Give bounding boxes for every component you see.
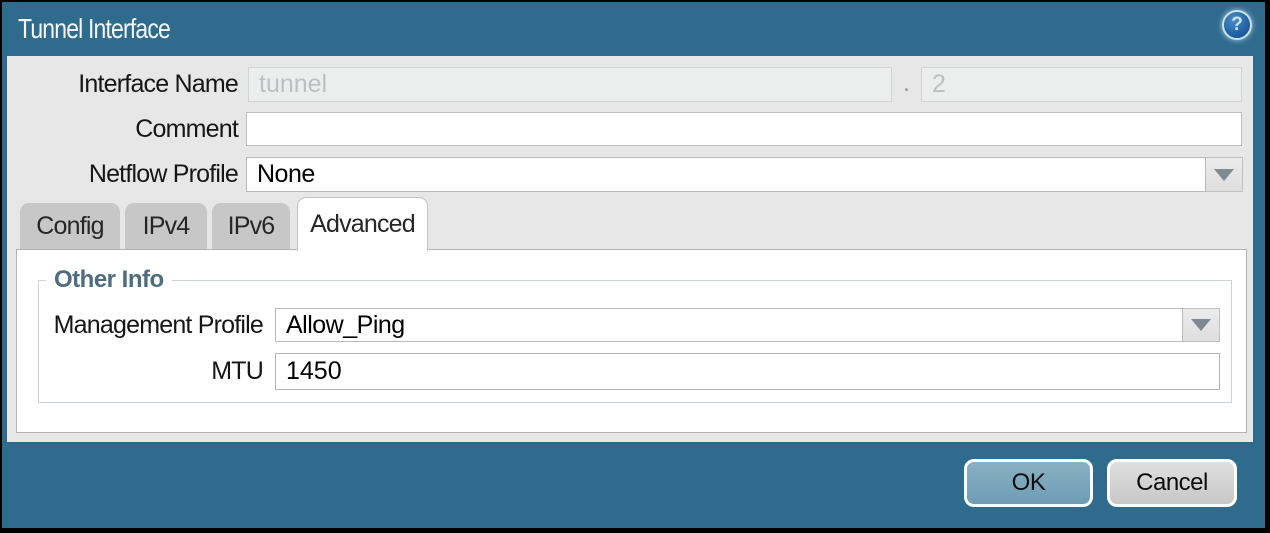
management-profile-select[interactable]: Allow_Ping bbox=[275, 308, 1220, 342]
ok-button[interactable]: OK bbox=[964, 459, 1093, 507]
netflow-profile-select[interactable]: None bbox=[246, 157, 1243, 192]
tab-config[interactable]: Config bbox=[20, 203, 120, 249]
management-profile-dropdown-button[interactable] bbox=[1183, 308, 1220, 342]
cancel-button[interactable]: Cancel bbox=[1107, 459, 1237, 507]
help-icon[interactable]: ? bbox=[1222, 10, 1252, 40]
tab-ipv4[interactable]: IPv4 bbox=[125, 203, 207, 249]
interface-name-input bbox=[248, 67, 892, 102]
comment-label: Comment bbox=[135, 115, 239, 143]
tab-ipv6[interactable]: IPv6 bbox=[212, 203, 290, 249]
netflow-profile-label: Netflow Profile bbox=[88, 160, 239, 188]
tab-advanced[interactable]: Advanced bbox=[297, 197, 428, 251]
interface-unit-input bbox=[921, 67, 1242, 102]
other-info-fieldset bbox=[38, 280, 1232, 403]
interface-name-separator: . bbox=[903, 69, 910, 97]
dialog-title: Tunnel Interface bbox=[18, 13, 171, 44]
interface-name-label: Interface Name bbox=[78, 70, 239, 98]
mtu-label: MTU bbox=[211, 357, 264, 385]
netflow-profile-value[interactable]: None bbox=[246, 157, 1206, 192]
chevron-down-icon bbox=[1191, 319, 1211, 331]
comment-input[interactable] bbox=[246, 112, 1242, 146]
netflow-dropdown-button[interactable] bbox=[1206, 157, 1243, 192]
other-info-legend: Other Info bbox=[46, 266, 172, 294]
chevron-down-icon bbox=[1214, 168, 1234, 181]
mtu-input[interactable] bbox=[275, 353, 1220, 390]
management-profile-value[interactable]: Allow_Ping bbox=[275, 308, 1183, 342]
management-profile-label: Management Profile bbox=[53, 311, 264, 339]
